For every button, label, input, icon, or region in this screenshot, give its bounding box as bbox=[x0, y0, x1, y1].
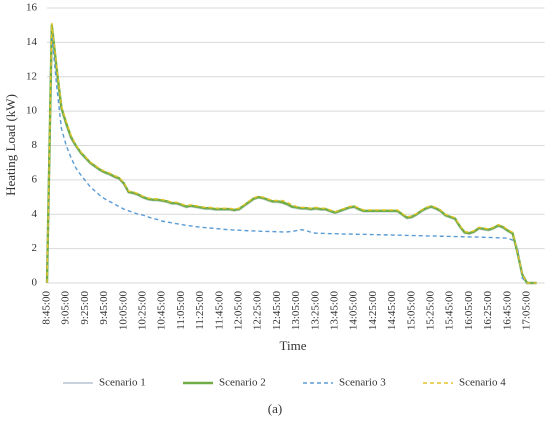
legend-label: Scenario 2 bbox=[219, 377, 266, 389]
y-tick-label: 4 bbox=[32, 208, 38, 220]
x-tick-label: 12:25:00 bbox=[252, 291, 264, 331]
x-tick-label: 12:45:00 bbox=[271, 291, 283, 331]
x-tick-label: 8:45:00 bbox=[41, 291, 53, 325]
x-tick-label: 13:45:00 bbox=[329, 291, 341, 331]
x-tick-label: 16:25:00 bbox=[482, 291, 494, 331]
y-tick-label: 10 bbox=[26, 105, 38, 117]
x-tick-label: 12:05:00 bbox=[233, 291, 245, 331]
caption: (a) bbox=[268, 401, 282, 416]
x-tick-label: 17:05:00 bbox=[521, 291, 533, 331]
y-tick-label: 16 bbox=[26, 2, 38, 14]
series-line bbox=[46, 33, 537, 284]
series-line bbox=[45, 23, 537, 285]
series-line bbox=[46, 25, 537, 284]
y-tick-label: 6 bbox=[32, 173, 38, 185]
x-tick-label: 15:05:00 bbox=[405, 291, 417, 331]
x-tick-label: 16:45:00 bbox=[501, 291, 513, 331]
x-tick-label: 13:25:00 bbox=[309, 291, 321, 331]
x-tick-label: 10:05:00 bbox=[117, 291, 129, 331]
legend-label: Scenario 1 bbox=[99, 377, 146, 389]
x-tick-label: 14:05:00 bbox=[348, 291, 360, 331]
x-tick-label: 13:05:00 bbox=[290, 291, 302, 331]
x-tick-label: 9:05:00 bbox=[60, 291, 72, 325]
legend-label: Scenario 3 bbox=[339, 377, 386, 389]
x-tick-label: 9:25:00 bbox=[79, 291, 91, 325]
x-tick-label: 10:25:00 bbox=[137, 291, 149, 331]
legend-label: Scenario 4 bbox=[459, 377, 506, 389]
x-tick-label: 14:25:00 bbox=[367, 291, 379, 331]
y-tick-label: 2 bbox=[32, 242, 38, 254]
x-tick-label: 9:45:00 bbox=[98, 291, 110, 325]
x-tick-label: 15:25:00 bbox=[425, 291, 437, 331]
y-tick-label: 14 bbox=[26, 36, 38, 48]
y-tick-label: 12 bbox=[26, 70, 37, 82]
x-tick-label: 16:05:00 bbox=[463, 291, 475, 331]
y-tick-label: 0 bbox=[32, 277, 38, 289]
x-tick-label: 14:45:00 bbox=[386, 291, 398, 331]
x-tick-label: 11:45:00 bbox=[213, 291, 225, 330]
x-tick-label: 11:25:00 bbox=[194, 291, 206, 330]
x-axis-label: Time bbox=[280, 338, 307, 353]
y-tick-label: 8 bbox=[32, 139, 38, 151]
x-tick-label: 10:45:00 bbox=[156, 291, 168, 331]
x-tick-label: 15:45:00 bbox=[444, 291, 456, 331]
series-line bbox=[46, 22, 537, 284]
y-axis-label: Heating Load (kW) bbox=[3, 94, 18, 196]
x-tick-label: 11:05:00 bbox=[175, 291, 187, 330]
